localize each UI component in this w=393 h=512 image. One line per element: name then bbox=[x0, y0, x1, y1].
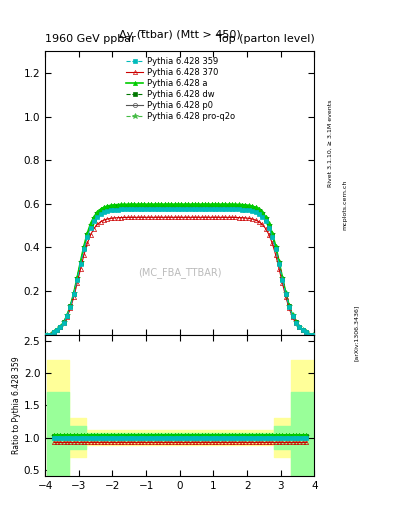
Pythia 6.428 359 bbox=[283, 291, 288, 297]
Line: Pythia 6.428 pro-q2o: Pythia 6.428 pro-q2o bbox=[44, 203, 316, 337]
Pythia 6.428 pro-q2o bbox=[310, 331, 315, 337]
Pythia 6.428 359 bbox=[220, 206, 224, 212]
Pythia 6.428 p0 bbox=[209, 205, 214, 211]
Pythia 6.428 pro-q2o bbox=[283, 290, 288, 296]
Pythia 6.428 p0 bbox=[44, 331, 49, 337]
Text: Rivet 3.1.10, ≥ 3.1M events: Rivet 3.1.10, ≥ 3.1M events bbox=[328, 100, 333, 187]
Line: Pythia 6.428 359: Pythia 6.428 359 bbox=[45, 207, 315, 336]
Text: [arXiv:1306.3436]: [arXiv:1306.3436] bbox=[354, 305, 359, 361]
Pythia 6.428 a bbox=[283, 290, 288, 296]
Pythia 6.428 370 bbox=[44, 331, 49, 337]
Pythia 6.428 dw bbox=[162, 204, 167, 210]
Pythia 6.428 370 bbox=[162, 214, 167, 220]
Pythia 6.428 370 bbox=[209, 215, 214, 221]
Pythia 6.428 370 bbox=[206, 215, 211, 221]
Line: Pythia 6.428 dw: Pythia 6.428 dw bbox=[45, 205, 315, 336]
Y-axis label: Ratio to Pythia 6.428 359: Ratio to Pythia 6.428 359 bbox=[12, 356, 21, 454]
Line: Pythia 6.428 a: Pythia 6.428 a bbox=[45, 202, 315, 336]
Pythia 6.428 pro-q2o bbox=[220, 202, 224, 208]
Pythia 6.428 dw bbox=[44, 331, 49, 337]
Pythia 6.428 359 bbox=[162, 206, 167, 212]
Text: Top (parton level): Top (parton level) bbox=[217, 33, 314, 44]
Pythia 6.428 370 bbox=[220, 215, 224, 221]
Pythia 6.428 359 bbox=[230, 206, 234, 212]
Pythia 6.428 370 bbox=[283, 294, 288, 300]
Pythia 6.428 a bbox=[209, 201, 214, 207]
Text: Δy (t̅tbar) (Mtt > 450): Δy (t̅tbar) (Mtt > 450) bbox=[119, 30, 241, 40]
Pythia 6.428 p0 bbox=[310, 331, 315, 337]
Pythia 6.428 a bbox=[162, 201, 167, 207]
Pythia 6.428 dw bbox=[310, 331, 315, 337]
Text: 1960 GeV ppbar: 1960 GeV ppbar bbox=[45, 33, 136, 44]
Pythia 6.428 359 bbox=[206, 206, 211, 212]
Pythia 6.428 pro-q2o bbox=[44, 331, 49, 337]
Pythia 6.428 pro-q2o bbox=[162, 202, 167, 208]
Legend: Pythia 6.428 359, Pythia 6.428 370, Pythia 6.428 a, Pythia 6.428 dw, Pythia 6.42: Pythia 6.428 359, Pythia 6.428 370, Pyth… bbox=[125, 55, 237, 123]
Pythia 6.428 p0 bbox=[206, 205, 211, 211]
Pythia 6.428 dw bbox=[220, 204, 224, 210]
Pythia 6.428 a bbox=[176, 201, 180, 207]
Pythia 6.428 dw bbox=[176, 204, 180, 210]
Text: mcplots.cern.ch: mcplots.cern.ch bbox=[342, 180, 347, 230]
Pythia 6.428 a bbox=[44, 331, 49, 337]
Pythia 6.428 370 bbox=[230, 215, 234, 221]
Pythia 6.428 p0 bbox=[176, 205, 180, 211]
Pythia 6.428 359 bbox=[310, 331, 315, 337]
Line: Pythia 6.428 370: Pythia 6.428 370 bbox=[45, 215, 315, 336]
Pythia 6.428 dw bbox=[209, 204, 214, 210]
Pythia 6.428 pro-q2o bbox=[176, 202, 180, 208]
Pythia 6.428 p0 bbox=[230, 205, 234, 211]
Pythia 6.428 359 bbox=[44, 331, 49, 337]
Pythia 6.428 dw bbox=[283, 290, 288, 296]
Pythia 6.428 a bbox=[310, 331, 315, 337]
Pythia 6.428 pro-q2o bbox=[209, 202, 214, 208]
Pythia 6.428 359 bbox=[209, 206, 214, 212]
Text: (MC_FBA_TTBAR): (MC_FBA_TTBAR) bbox=[138, 267, 222, 278]
Pythia 6.428 a bbox=[206, 201, 211, 207]
Pythia 6.428 dw bbox=[230, 204, 234, 210]
Pythia 6.428 a bbox=[230, 201, 234, 207]
Pythia 6.428 a bbox=[220, 201, 224, 207]
Pythia 6.428 pro-q2o bbox=[230, 202, 234, 208]
Pythia 6.428 p0 bbox=[283, 291, 288, 297]
Pythia 6.428 370 bbox=[310, 331, 315, 337]
Pythia 6.428 359 bbox=[179, 206, 184, 212]
Pythia 6.428 p0 bbox=[220, 205, 224, 211]
Pythia 6.428 370 bbox=[176, 214, 180, 220]
Pythia 6.428 pro-q2o bbox=[206, 202, 211, 208]
Line: Pythia 6.428 p0: Pythia 6.428 p0 bbox=[45, 206, 315, 336]
Pythia 6.428 p0 bbox=[162, 205, 167, 211]
Pythia 6.428 dw bbox=[206, 204, 211, 210]
